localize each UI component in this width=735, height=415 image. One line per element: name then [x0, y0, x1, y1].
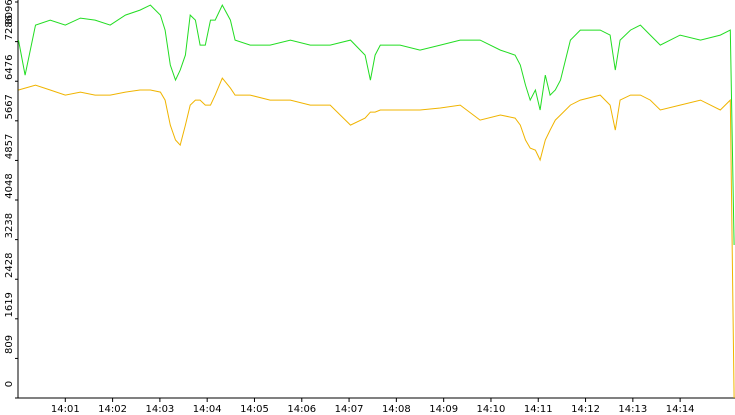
x-tick-label: 14:01 [51, 404, 80, 415]
x-tick-label: 14:08 [382, 404, 411, 415]
y-tick-label: 0 [4, 381, 15, 387]
y-tick-label: 2428 [4, 253, 15, 278]
y-tick-label: 6476 [4, 55, 15, 80]
x-tick-label: 14:06 [287, 404, 316, 415]
y-tick-label: 1619 [4, 292, 15, 317]
series-line [18, 77, 735, 399]
x-tick-label: 14:07 [335, 404, 364, 415]
x-tick-label: 14:10 [477, 404, 506, 415]
y-tick-label: 4048 [4, 173, 15, 198]
y-tick-label: 5667 [4, 94, 15, 119]
x-tick-label: 14:12 [571, 404, 600, 415]
y-tick-label: 4857 [4, 134, 15, 159]
series-line [18, 3, 735, 246]
y-tick-label: 7286 [4, 15, 15, 40]
y-tick-label: 8096 [4, 0, 15, 25]
x-tick-label: 14:14 [666, 404, 695, 415]
x-tick-label: 14:13 [618, 404, 647, 415]
y-tick-label: 3238 [4, 213, 15, 238]
x-tick-label: 14:05 [240, 404, 269, 415]
x-tick-label: 14:11 [524, 404, 553, 415]
x-tick-label: 14:04 [193, 404, 222, 415]
x-tick-label: 14:03 [145, 404, 174, 415]
x-tick-label: 14:02 [98, 404, 127, 415]
x-tick-label: 14:09 [429, 404, 458, 415]
y-tick-label: 809 [4, 335, 15, 354]
